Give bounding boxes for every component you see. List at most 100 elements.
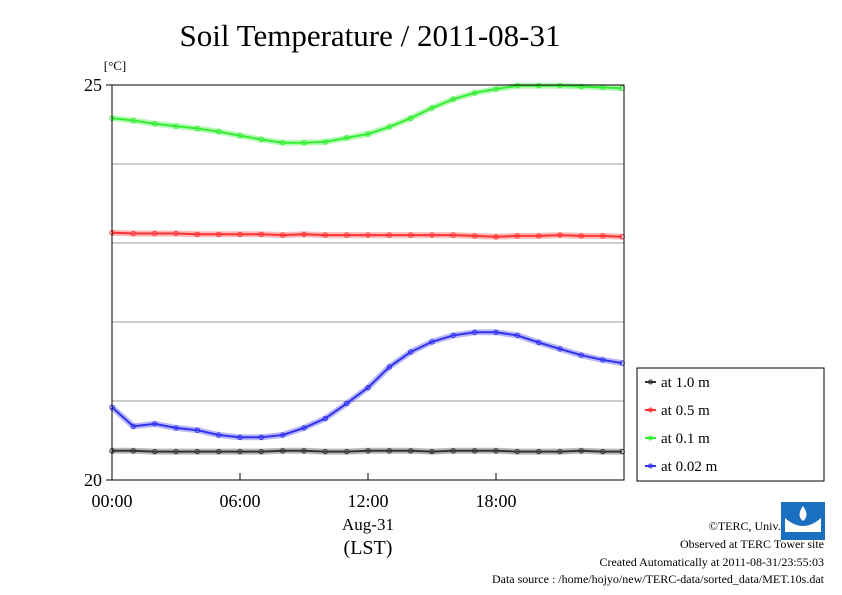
data-point bbox=[130, 117, 137, 124]
data-point bbox=[578, 83, 584, 90]
data-point bbox=[365, 448, 371, 454]
series-at-0-02-m bbox=[109, 329, 625, 441]
data-point bbox=[280, 232, 286, 238]
data-point bbox=[173, 230, 179, 237]
series-line bbox=[112, 449, 623, 453]
data-point bbox=[429, 448, 435, 455]
data-point bbox=[514, 233, 520, 239]
data-point bbox=[450, 96, 456, 102]
data-point bbox=[322, 139, 328, 145]
data-point bbox=[408, 349, 414, 355]
terc-logo-text: TERC bbox=[793, 533, 812, 540]
data-point bbox=[493, 329, 499, 335]
created-timestamp-text: Created Automatically at 2011-08-31/23:5… bbox=[599, 555, 824, 569]
data-point bbox=[258, 231, 264, 238]
data-point bbox=[237, 434, 243, 440]
data-point bbox=[493, 448, 499, 454]
data-point bbox=[130, 230, 137, 237]
data-point bbox=[152, 121, 158, 127]
data-point bbox=[514, 332, 520, 339]
data-point bbox=[301, 448, 307, 454]
data-point bbox=[152, 448, 158, 455]
data-point bbox=[472, 233, 478, 239]
data-point bbox=[258, 434, 264, 440]
data-point bbox=[365, 131, 371, 137]
data-point bbox=[322, 415, 328, 422]
data-point bbox=[216, 432, 222, 438]
x-tick-label: 12:00 bbox=[347, 491, 388, 511]
legend-marker bbox=[648, 379, 653, 385]
data-point bbox=[450, 448, 456, 454]
data-point bbox=[386, 364, 392, 370]
data-point bbox=[386, 124, 392, 130]
data-point bbox=[472, 90, 478, 96]
data-point bbox=[536, 339, 542, 346]
data-point bbox=[194, 125, 201, 132]
x-axis-ticks: 00:00 06:00 12:00 18:00 bbox=[91, 473, 517, 511]
y-axis-ticks: 25 20 bbox=[84, 75, 112, 490]
data-point bbox=[386, 232, 392, 238]
x-axis-date-label: Aug-31 bbox=[342, 515, 394, 534]
data-point bbox=[322, 232, 328, 238]
plot-frame bbox=[111, 84, 625, 481]
data-point bbox=[493, 86, 499, 92]
series-at-0-1-m bbox=[109, 82, 625, 146]
data-point bbox=[173, 448, 179, 455]
data-point bbox=[429, 232, 435, 238]
data-point bbox=[386, 448, 392, 454]
data-point bbox=[578, 233, 584, 239]
legend: at 1.0 m at 0.5 m at 0.1 m at 0.02 m bbox=[636, 367, 825, 482]
data-point bbox=[472, 448, 478, 454]
data-point bbox=[194, 231, 201, 238]
data-point bbox=[322, 448, 328, 455]
data-point bbox=[280, 448, 286, 454]
data-point bbox=[365, 232, 371, 238]
data-point bbox=[344, 448, 350, 455]
data-point bbox=[280, 432, 286, 438]
legend-label: at 0.02 m bbox=[661, 459, 718, 475]
data-point bbox=[429, 339, 435, 345]
series-band bbox=[110, 329, 623, 441]
series-line bbox=[111, 231, 623, 238]
chart-title: Soil Temperature / 2011-08-31 bbox=[180, 18, 561, 53]
data-point bbox=[152, 230, 158, 237]
data-point bbox=[216, 448, 222, 455]
x-tick-label: 18:00 bbox=[475, 491, 516, 511]
data-point bbox=[557, 346, 563, 352]
data-point bbox=[237, 132, 243, 139]
data-point bbox=[600, 448, 606, 455]
data-point bbox=[237, 231, 243, 238]
data-point bbox=[237, 448, 243, 455]
data-point bbox=[578, 352, 584, 358]
data-point bbox=[173, 123, 179, 129]
data-point bbox=[557, 448, 563, 455]
data-point bbox=[472, 329, 478, 335]
data-point bbox=[280, 140, 286, 146]
legend-label: at 0.1 m bbox=[661, 431, 710, 447]
data-point bbox=[301, 140, 307, 146]
data-point bbox=[557, 232, 563, 238]
data-point bbox=[194, 448, 201, 455]
series-at-1-0-m bbox=[109, 447, 625, 455]
data-point bbox=[258, 136, 264, 143]
data-point bbox=[408, 448, 414, 454]
legend-marker bbox=[648, 407, 653, 413]
data-point bbox=[536, 233, 542, 239]
data-point bbox=[301, 425, 307, 431]
data-point bbox=[258, 448, 264, 455]
data-point bbox=[557, 83, 563, 89]
legend-marker bbox=[648, 435, 653, 441]
y-tick-label: 25 bbox=[84, 75, 102, 95]
data-point bbox=[578, 448, 584, 454]
series-line bbox=[111, 331, 623, 439]
legend-label: at 1.0 m bbox=[661, 375, 710, 391]
observed-site-text: Observed at TERC Tower site bbox=[679, 537, 824, 551]
data-point bbox=[173, 425, 179, 431]
data-point bbox=[600, 357, 606, 363]
x-tick-label: 06:00 bbox=[219, 491, 260, 511]
data-point bbox=[152, 421, 158, 427]
legend-label: at 0.5 m bbox=[661, 403, 710, 419]
data-point bbox=[536, 448, 542, 455]
y-tick-label: 20 bbox=[84, 470, 102, 490]
